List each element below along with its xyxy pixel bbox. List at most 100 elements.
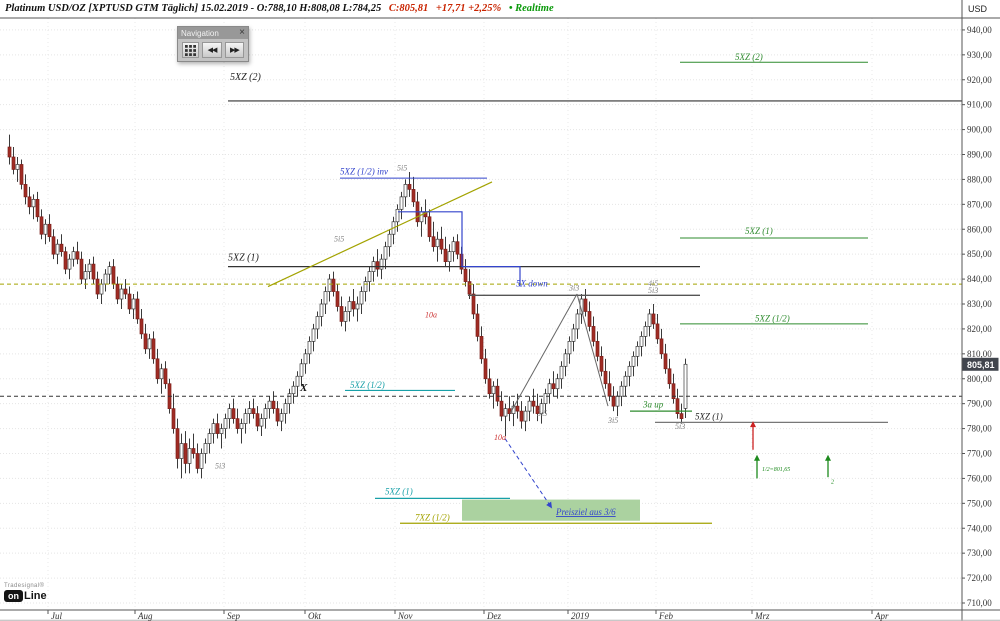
candle-down <box>375 261 380 270</box>
candle-up <box>451 241 456 253</box>
candle-up <box>15 164 20 170</box>
candle-up <box>207 433 212 444</box>
candle-up <box>379 258 384 270</box>
time-axis-panel[interactable] <box>0 610 962 621</box>
candle-up <box>643 326 648 337</box>
candle-down <box>75 251 80 260</box>
price-tick-label: 720,00 <box>967 573 992 583</box>
candle-up <box>383 246 388 260</box>
candle-down <box>431 236 436 248</box>
price-tick-label: 840,00 <box>967 274 992 284</box>
candle-up <box>547 383 552 395</box>
annotation-label: 4i5 <box>648 279 658 288</box>
candle-down <box>587 311 592 327</box>
navigation-panel-title: Navigation <box>181 28 219 38</box>
candle-up <box>323 291 328 305</box>
candle-down <box>591 326 596 342</box>
candle-down <box>63 251 68 270</box>
candle-up <box>447 251 452 262</box>
candle-up <box>71 251 76 260</box>
candle-down <box>175 428 180 459</box>
annotation-label: 5XZ (1) <box>695 412 723 422</box>
tradesignal-logo: Tradesignal® on Line <box>4 583 47 602</box>
candle-up <box>179 443 184 459</box>
candle-up <box>527 400 532 412</box>
annotation-label: 3i5 <box>536 409 547 418</box>
candle-down <box>23 184 28 198</box>
candle-down <box>7 146 12 158</box>
price-tick-label: 870,00 <box>967 199 992 209</box>
candle-up <box>43 223 48 235</box>
annotation-label: 7XZ (1/2) <box>415 512 450 522</box>
annotation-label: 5i5 <box>397 164 407 173</box>
candle-down <box>127 293 132 310</box>
grid-layout-button[interactable] <box>182 42 200 58</box>
price-tick-label: 900,00 <box>967 125 992 135</box>
price-tick-label: 880,00 <box>967 174 992 184</box>
candle-up <box>387 233 392 248</box>
candle-up <box>435 238 440 248</box>
candle-up <box>243 413 248 424</box>
time-tick-label: Nov <box>397 611 413 621</box>
candle-up <box>67 258 72 270</box>
candle-down <box>27 196 32 208</box>
price-tick-label: 920,00 <box>967 75 992 85</box>
candle-down <box>499 400 504 417</box>
candle-down <box>143 333 148 350</box>
price-axis-panel[interactable] <box>962 0 1000 621</box>
candle-down <box>475 313 480 337</box>
candle-up <box>119 288 124 300</box>
candle-down <box>655 323 660 340</box>
time-tick-label: Jul <box>51 611 62 621</box>
time-tick-label: Apr <box>874 611 889 621</box>
time-tick-label: Feb <box>658 611 673 621</box>
5x-down-steps-blue <box>398 211 521 287</box>
candle-down <box>659 338 664 355</box>
close-icon[interactable]: × <box>239 27 245 38</box>
axis-unit-label: USD <box>968 4 988 14</box>
candle-up <box>327 278 332 292</box>
candle-up <box>107 266 112 275</box>
navigation-panel-header: Navigation × <box>178 27 248 39</box>
candle-up <box>395 208 400 223</box>
candle-down <box>583 298 588 312</box>
candle-up <box>619 385 624 397</box>
scroll-back-button[interactable]: ◀◀ <box>202 42 222 58</box>
candle-up <box>199 453 204 469</box>
logo-line-text: Line <box>24 590 47 602</box>
candle-down <box>535 405 540 414</box>
candle-up <box>211 423 216 434</box>
navigation-panel-body: ◀◀ ▶▶ <box>178 39 248 61</box>
time-tick-label: Aug <box>137 611 153 621</box>
candle-down <box>443 248 448 262</box>
candle-down <box>135 298 140 320</box>
price-tick-label: 890,00 <box>967 150 992 160</box>
candle-up <box>539 403 544 414</box>
candle-up <box>83 271 88 280</box>
candle-down <box>123 288 128 295</box>
candle-down <box>531 400 536 407</box>
candle-up <box>223 418 228 429</box>
candle-up <box>347 301 352 312</box>
candle-down <box>331 278 336 292</box>
signal-arrow-green-1-head <box>754 454 760 461</box>
annotation-label: 5i3 <box>215 461 225 470</box>
candle-up <box>647 313 652 327</box>
close-value: C:805,81 <box>388 3 429 14</box>
uptrend-olive <box>267 181 493 288</box>
candle-down <box>603 370 608 385</box>
candle-up <box>287 393 292 405</box>
candle-up <box>295 375 300 387</box>
candle-down <box>275 408 280 422</box>
candle-up <box>303 353 308 365</box>
candle-up <box>311 328 316 342</box>
candle-up <box>343 311 348 322</box>
candle-up <box>227 408 232 419</box>
scroll-forward-button[interactable]: ▶▶ <box>224 42 245 58</box>
candle-down <box>111 266 116 285</box>
price-tick-label: 940,00 <box>967 25 992 35</box>
candle-up <box>639 336 644 347</box>
logo-brand-text: Tradesignal® <box>4 583 45 589</box>
